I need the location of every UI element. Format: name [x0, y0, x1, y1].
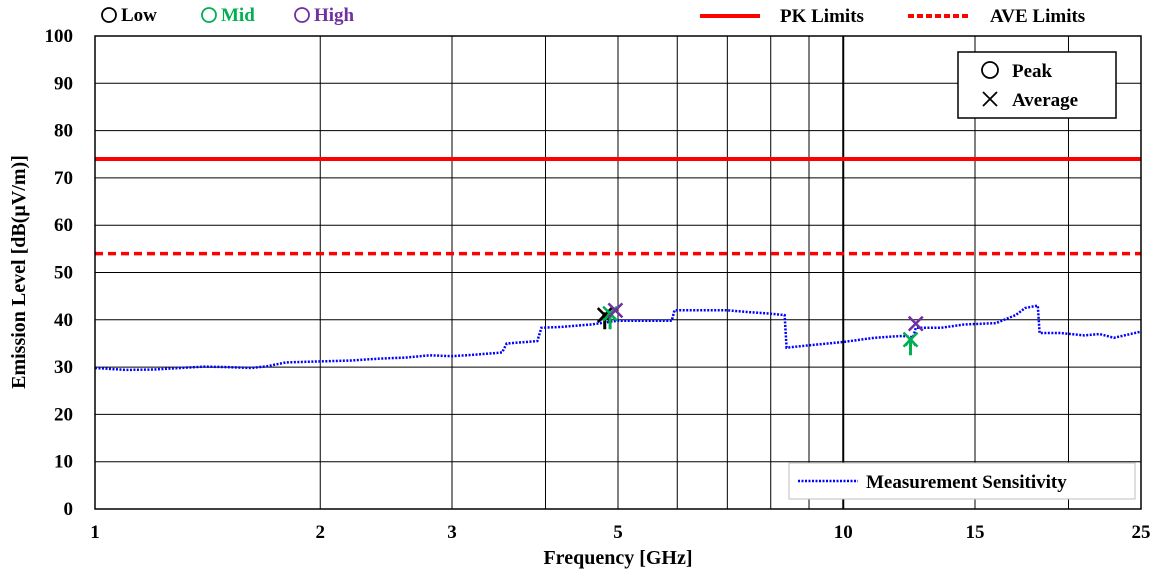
y-tick-label: 90	[54, 73, 73, 94]
limit-legend: PK Limits AVE Limits	[700, 6, 1085, 27]
average-marker-high	[907, 315, 924, 332]
legend-circle-mid	[201, 7, 217, 23]
x-tick-label: 25	[1132, 522, 1151, 543]
data-points	[596, 302, 924, 356]
plot-frame	[94, 35, 1142, 510]
legend-circle-high	[294, 7, 310, 23]
legend-circle-low	[101, 7, 117, 23]
y-tick-label: 60	[54, 215, 73, 236]
y-tick-label: 40	[54, 310, 73, 331]
y-tick-label: 0	[64, 499, 74, 520]
y-tick-label: 30	[54, 357, 73, 378]
y-tick-label: 70	[54, 168, 73, 189]
marker-legend: Peak Average	[957, 51, 1117, 119]
peak-legend-label: Peak	[1012, 61, 1053, 82]
x-axis-title: Frequency [GHz]	[543, 547, 692, 569]
legend-label-low: Low	[121, 5, 157, 26]
average-legend-label: Average	[1012, 90, 1078, 111]
peak-marker-icon	[981, 61, 999, 79]
average-marker-high	[607, 302, 624, 319]
ave-legend-label: AVE Limits	[990, 6, 1085, 27]
pk-legend-label: PK Limits	[780, 6, 864, 27]
axis-labels: 0 10 20 30 40 50 60 70 80 90 100 1 2 3 5 10 15 25 Frequenc…	[8, 26, 1151, 569]
sensitivity-legend-label: Measurement Sensitivity	[866, 472, 1067, 493]
average-marker-icon	[982, 91, 998, 107]
sensitivity-series	[94, 304, 1142, 372]
legend-label-mid: Mid	[221, 5, 255, 26]
x-tick-label: 10	[834, 522, 853, 543]
y-axis-title: Emission Level [dB(µV/m)]	[8, 155, 30, 389]
legend-label-high: High	[314, 5, 355, 26]
average-marker-mid	[902, 331, 919, 348]
x-tick-label: 1	[90, 522, 100, 543]
x-tick-label: 5	[613, 522, 623, 543]
x-tick-label: 3	[447, 522, 457, 543]
y-tick-label: 50	[54, 263, 73, 284]
x-tick-label: 2	[315, 522, 325, 543]
y-tick-label: 10	[54, 452, 73, 473]
y-tick-label: 80	[54, 121, 73, 142]
y-tick-label: 100	[45, 26, 74, 47]
x-tick-label: 15	[966, 522, 985, 543]
sensitivity-line	[94, 304, 1142, 372]
limit-lines	[95, 156, 1141, 256]
y-tick-label: 20	[54, 404, 73, 425]
channel-legend: Low Mid High	[101, 5, 355, 26]
sensitivity-legend: Measurement Sensitivity	[788, 462, 1136, 500]
